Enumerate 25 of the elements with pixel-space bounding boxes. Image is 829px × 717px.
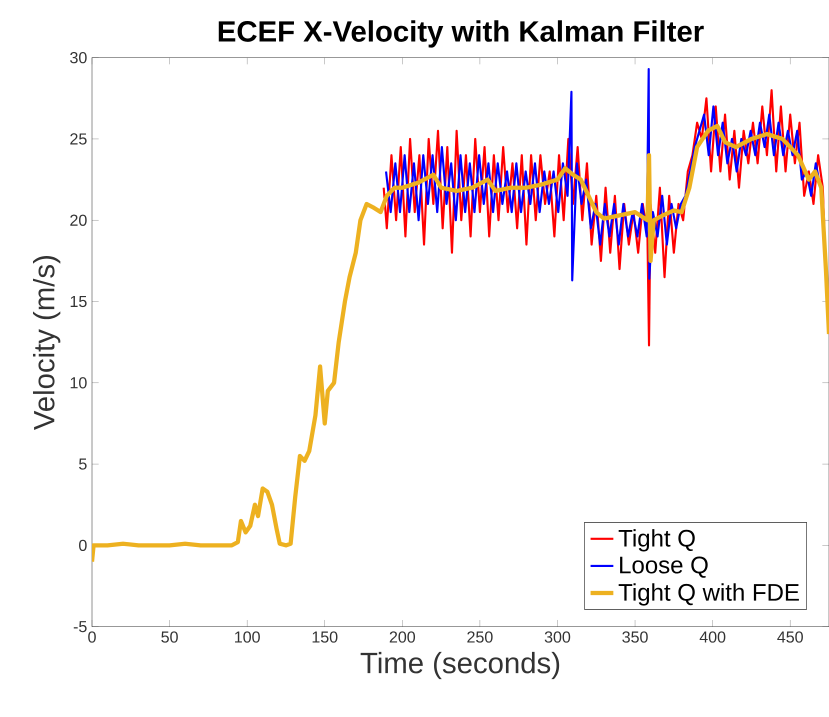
x-tick-label: 300 — [544, 631, 570, 643]
line-series — [384, 68, 822, 282]
x-tick-label: 250 — [467, 631, 493, 643]
legend-label: Loose Q — [620, 556, 708, 578]
y-tick-label: 5 — [79, 458, 87, 470]
x-tick-label: 450 — [777, 631, 803, 643]
x-tick-label: 50 — [161, 631, 178, 643]
y-tick-label: 15 — [70, 296, 87, 308]
legend-label: Tight Q — [618, 529, 695, 552]
y-tick-label: -5 — [74, 621, 87, 632]
y-tick-label: 30 — [70, 52, 87, 64]
y-tick-label: 0 — [79, 540, 87, 552]
y-tick-label: 25 — [70, 133, 87, 145]
x-tick-label: 100 — [235, 631, 260, 643]
x-axis-title: Time (seconds) — [360, 652, 560, 680]
x-tick-label: 400 — [700, 631, 726, 643]
y-axis-title: Velocity (m/s) — [32, 256, 60, 430]
x-tick-label: 0 — [88, 631, 96, 643]
y-tick-label: 10 — [70, 377, 87, 388]
y-tick-label: 20 — [70, 214, 87, 226]
legend-label: Tight Q with FDE — [618, 583, 799, 606]
x-tick-label: 150 — [312, 631, 338, 643]
x-tick-label: 350 — [622, 631, 648, 643]
x-tick-label: 200 — [390, 631, 416, 643]
chart-title: ECEF X-Velocity with Kalman Filter — [218, 20, 704, 48]
